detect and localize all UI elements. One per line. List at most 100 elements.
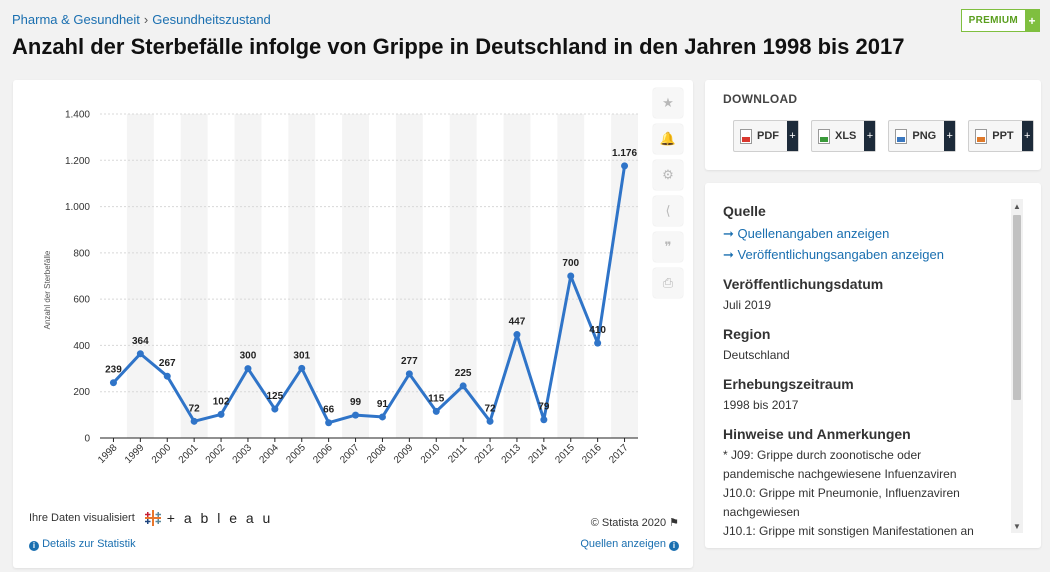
data-label: 447 bbox=[509, 317, 526, 328]
tableau-wordmark: + a b l e a u bbox=[166, 510, 273, 526]
data-point bbox=[163, 372, 171, 380]
premium-plus-icon: + bbox=[1025, 10, 1039, 31]
download-ppt-button[interactable]: PPT + bbox=[968, 120, 1034, 152]
data-point bbox=[621, 162, 629, 170]
x-tick-label: 2009 bbox=[392, 442, 416, 466]
sources-link[interactable]: Quellen anzeigen i bbox=[580, 538, 679, 551]
y-tick-label: 400 bbox=[73, 341, 90, 352]
data-label: 91 bbox=[377, 399, 389, 410]
y-tick-label: 800 bbox=[73, 248, 90, 259]
notes-line: pandemische nachgewiesene Infuenzaviren bbox=[723, 467, 957, 481]
xls-file-icon bbox=[818, 128, 830, 144]
scroll-down-icon[interactable]: ▼ bbox=[1013, 521, 1021, 531]
data-point bbox=[271, 405, 279, 413]
download-png-label: PNG bbox=[912, 130, 937, 142]
download-ppt-label: PPT bbox=[992, 130, 1014, 142]
plus-icon: + bbox=[1021, 121, 1033, 151]
x-tick-label: 2005 bbox=[284, 442, 308, 466]
print-icon[interactable]: ⎙ bbox=[653, 268, 683, 298]
x-tick-label: 2002 bbox=[204, 442, 228, 466]
column-band bbox=[342, 114, 369, 438]
sources-link-label: Quellen anzeigen bbox=[580, 538, 666, 550]
x-tick-label: 2012 bbox=[473, 442, 497, 466]
plus-icon: + bbox=[787, 121, 798, 151]
data-label: 99 bbox=[350, 397, 362, 408]
download-xls-label: XLS bbox=[835, 130, 857, 142]
data-point bbox=[244, 365, 252, 373]
breadcrumb-pharma[interactable]: Pharma & Gesundheit bbox=[12, 12, 140, 27]
chart-toolbar: ★ 🔔 ⚙ ⟨ ❞ ⎙ bbox=[653, 88, 683, 304]
data-label: 125 bbox=[267, 391, 284, 402]
x-tick-label: 2008 bbox=[365, 442, 389, 466]
column-band bbox=[180, 114, 208, 438]
x-tick-label: 1998 bbox=[96, 442, 120, 466]
data-point bbox=[352, 411, 360, 419]
period-value: 1998 bis 2017 bbox=[723, 398, 799, 412]
share-icon[interactable]: ⟨ bbox=[653, 196, 683, 226]
data-point bbox=[378, 413, 386, 421]
column-band bbox=[503, 114, 531, 438]
line-chart: 0 200 400 600 800 1.000 1.200 1.400 1998 1999 2000… bbox=[43, 110, 638, 466]
data-point bbox=[459, 382, 467, 390]
data-label: 301 bbox=[293, 350, 310, 361]
x-tick-label: 2000 bbox=[150, 442, 174, 466]
x-tick-label: 2010 bbox=[419, 442, 443, 466]
premium-label: PREMIUM bbox=[968, 15, 1018, 26]
scroll-thumb[interactable] bbox=[1013, 215, 1021, 400]
y-tick-label: 1.200 bbox=[65, 156, 90, 167]
download-xls-button[interactable]: XLS + bbox=[811, 120, 877, 152]
scroll-up-icon[interactable]: ▲ bbox=[1013, 201, 1021, 211]
premium-button[interactable]: PREMIUM + bbox=[960, 9, 1040, 32]
notes-heading: Hinweise und Anmerkungen bbox=[723, 426, 911, 442]
data-point bbox=[325, 419, 333, 427]
data-label: 364 bbox=[132, 336, 149, 347]
breadcrumb-gesundheitszustand[interactable]: Gesundheitszustand bbox=[152, 12, 271, 27]
y-tick-label: 1.000 bbox=[65, 202, 90, 213]
bell-icon[interactable]: 🔔 bbox=[653, 124, 683, 154]
star-icon[interactable]: ★ bbox=[653, 88, 683, 118]
x-tick-label: 2011 bbox=[446, 442, 469, 465]
series-line bbox=[112, 165, 627, 425]
source-link[interactable]: ➞ Quellenangaben anzeigen bbox=[723, 226, 890, 241]
download-buttons: PDF + XLS + PNG + PPT + bbox=[733, 120, 1034, 152]
data-point bbox=[567, 272, 575, 280]
x-tick-label: 2013 bbox=[500, 442, 524, 466]
info-icon: i bbox=[669, 540, 679, 551]
data-label: 79 bbox=[538, 402, 550, 413]
data-point bbox=[432, 407, 440, 415]
x-tick-label: 2007 bbox=[338, 442, 362, 466]
details-link[interactable]: i Details zur Statistik bbox=[29, 538, 136, 551]
data-point bbox=[190, 417, 198, 425]
gear-icon[interactable]: ⚙ bbox=[653, 160, 683, 190]
ppt-file-icon bbox=[975, 128, 988, 144]
period-heading: Erhebungszeitraum bbox=[723, 376, 854, 392]
tableau-logo[interactable]: + a b l e a u bbox=[143, 508, 273, 528]
tableau-cross-icon bbox=[144, 510, 161, 526]
y-axis-label: Anzahl der Sterbefälle bbox=[43, 250, 52, 329]
data-label: 72 bbox=[484, 403, 496, 414]
download-card: DOWNLOAD PDF + XLS + PNG + PPT + bbox=[705, 80, 1041, 170]
region-value: Deutschland bbox=[723, 348, 790, 362]
publication-link[interactable]: ➞ Veröffentlichungsangaben anzeigen bbox=[723, 247, 944, 262]
download-pdf-button[interactable]: PDF + bbox=[733, 120, 799, 152]
page-title: Anzahl der Sterbefälle infolge von Gripp… bbox=[12, 34, 905, 59]
data-point bbox=[298, 364, 306, 372]
plus-icon: + bbox=[944, 121, 956, 151]
data-point bbox=[540, 416, 548, 424]
breadcrumb: Pharma & Gesundheit › Gesundheitszustand bbox=[12, 12, 271, 27]
data-label: 102 bbox=[213, 396, 230, 407]
quote-icon[interactable]: ❞ bbox=[653, 232, 683, 262]
x-tick-label: 2015 bbox=[553, 442, 577, 466]
x-tick-label: 2006 bbox=[311, 442, 335, 466]
chart-card: 0 200 400 600 800 1.000 1.200 1.400 1998 1999 2000… bbox=[13, 80, 693, 568]
x-tick-label: 2016 bbox=[580, 442, 604, 466]
breadcrumb-separator: › bbox=[143, 12, 149, 27]
download-png-button[interactable]: PNG + bbox=[888, 120, 957, 152]
info-scrollbar[interactable]: ▲ ▼ bbox=[1011, 199, 1023, 533]
data-label: 300 bbox=[240, 351, 257, 362]
data-label: 277 bbox=[401, 356, 418, 367]
download-title: DOWNLOAD bbox=[723, 92, 798, 106]
notes-line: nachgewiesen bbox=[723, 505, 800, 519]
data-point bbox=[594, 339, 602, 347]
x-tick-label: 2003 bbox=[231, 442, 255, 466]
